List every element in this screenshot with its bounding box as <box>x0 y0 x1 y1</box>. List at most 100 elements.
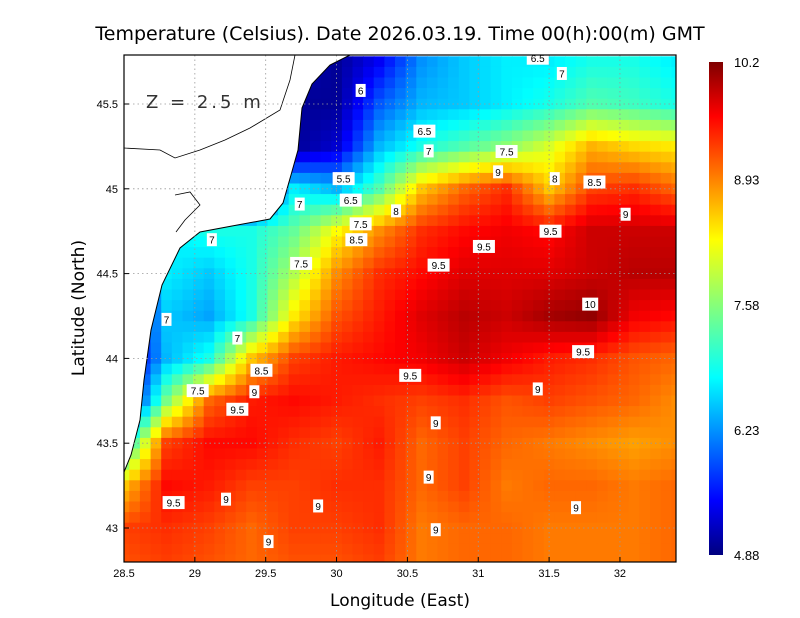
heatmap-cell <box>352 56 364 68</box>
heatmap-cell <box>575 427 588 439</box>
heatmap-cell <box>299 416 311 429</box>
heatmap-cell <box>363 427 375 439</box>
contour-label-text: 9.5 <box>230 405 244 416</box>
heatmap-cell <box>607 183 619 195</box>
heatmap-cell <box>607 194 619 206</box>
heatmap-cell <box>628 543 641 556</box>
heatmap-cell <box>448 490 460 503</box>
heatmap-cell <box>511 236 524 248</box>
heatmap-cell <box>554 215 566 227</box>
heatmap-cell <box>246 225 258 238</box>
heatmap-cell <box>139 543 152 556</box>
heatmap-cell <box>416 215 428 227</box>
heatmap-cell <box>639 565 650 576</box>
contour-label-text: 7 <box>209 236 215 247</box>
heatmap-cell <box>267 331 279 344</box>
heatmap-cell <box>650 109 662 121</box>
heatmap-cell <box>511 554 524 562</box>
heatmap-cell <box>150 554 162 562</box>
heatmap-cell <box>639 353 651 365</box>
heatmap-cell <box>256 215 269 227</box>
heatmap-cell <box>384 533 396 545</box>
heatmap-cell <box>161 427 173 439</box>
contour-labels: 66.56.577 7.55.56.598 8.577.58 99.57 8.59.57… <box>161 55 631 549</box>
heatmap-cell <box>480 533 492 545</box>
heatmap-cell <box>448 247 460 259</box>
heatmap-cell <box>501 257 513 270</box>
heatmap-cell <box>490 77 502 89</box>
contour-label-text: 9.5 <box>544 227 558 238</box>
heatmap-cell <box>671 151 676 164</box>
heatmap-cell <box>628 204 641 217</box>
heatmap-cell <box>565 194 577 206</box>
heatmap-cell <box>395 194 407 206</box>
heatmap-cell <box>607 119 619 132</box>
contour-label-bg <box>339 193 362 207</box>
heatmap-cell <box>458 533 471 545</box>
heatmap-cell <box>596 522 609 535</box>
heatmap-cell <box>639 331 651 344</box>
heatmap-cell <box>469 225 481 238</box>
heatmap-cell <box>299 300 311 312</box>
heatmap-cell <box>150 459 162 471</box>
heatmap-cell <box>129 459 141 471</box>
heatmap-cell <box>341 448 354 460</box>
heatmap-cell <box>373 77 386 89</box>
heatmap-cell <box>437 77 449 89</box>
heatmap-cell <box>299 141 311 153</box>
heatmap-cell <box>628 194 641 206</box>
heatmap-cell <box>203 469 216 482</box>
heatmap-cell <box>639 268 651 280</box>
heatmap-cell <box>586 151 598 164</box>
heatmap-cell <box>490 437 502 450</box>
heatmap-cell <box>246 406 258 418</box>
heatmap-cell <box>607 109 619 121</box>
heatmap-cell <box>341 522 354 535</box>
heatmap-cell <box>395 448 407 460</box>
heatmap-cell <box>246 395 258 407</box>
heatmap-cell <box>363 225 375 238</box>
heatmap-cell <box>426 543 439 556</box>
heatmap-cell <box>246 480 258 492</box>
heatmap-cell <box>182 374 194 386</box>
heatmap-cell <box>225 448 237 460</box>
heatmap-cell <box>416 406 428 418</box>
heatmap-cell <box>575 363 588 376</box>
heatmap-cell <box>650 406 662 418</box>
heatmap-cell <box>299 512 311 524</box>
heatmap-cell <box>660 384 673 397</box>
heatmap-cell <box>129 480 141 492</box>
contour-label-bg <box>226 402 249 416</box>
heatmap-cell <box>299 331 311 344</box>
heatmap-cell <box>235 459 247 471</box>
heatmap-cell <box>395 172 407 185</box>
heatmap-cell <box>501 522 513 535</box>
heatmap-cell <box>395 490 407 503</box>
heatmap-cell <box>511 374 524 386</box>
heatmap-cell <box>299 289 311 301</box>
heatmap-cell <box>341 480 354 492</box>
heatmap-cell <box>288 512 301 524</box>
heatmap-cell <box>628 459 641 471</box>
heatmap-cell <box>246 247 258 259</box>
heatmap-cell <box>225 437 237 450</box>
heatmap-cell <box>193 469 205 482</box>
heatmap-cell <box>511 183 524 195</box>
heatmap-cell <box>533 257 545 270</box>
heatmap-cell <box>522 289 534 301</box>
heatmap-cell <box>288 395 301 407</box>
heatmap-cell <box>214 300 226 312</box>
heatmap-cell <box>660 300 673 312</box>
heatmap-cell <box>565 66 577 79</box>
contour-label: 9.5 <box>399 368 422 382</box>
contour-label: 9.5 <box>427 258 450 272</box>
heatmap-cell <box>565 215 577 227</box>
heatmap-cell <box>480 278 492 291</box>
heatmap-cell <box>278 427 290 439</box>
heatmap-cell <box>225 427 237 439</box>
heatmap-cell <box>596 490 609 503</box>
heatmap-cell <box>278 278 290 291</box>
heatmap-cell <box>565 416 577 429</box>
heatmap-cell <box>352 300 364 312</box>
heatmap-cell <box>437 480 449 492</box>
